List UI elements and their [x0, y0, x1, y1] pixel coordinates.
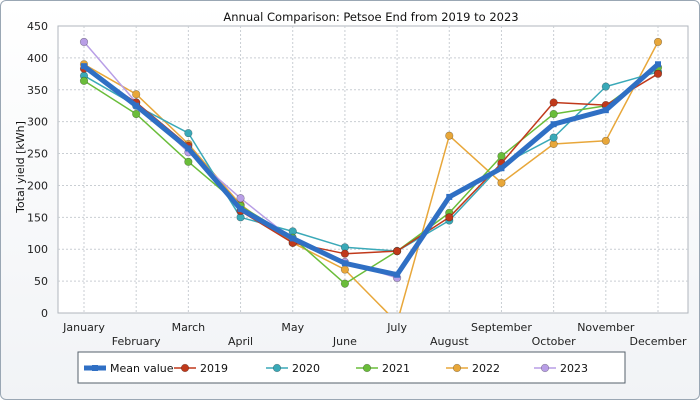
legend-marker — [452, 363, 462, 373]
x-tick-label: June — [332, 335, 357, 348]
data-point — [185, 145, 192, 152]
legend-label: 2023 — [560, 362, 588, 375]
legend-item: 2022 — [446, 362, 500, 375]
data-point — [497, 178, 506, 187]
data-point — [550, 121, 557, 128]
series-line — [82, 62, 660, 278]
data-point — [497, 152, 506, 161]
data-point — [340, 249, 350, 258]
chart-title: Annual Comparison: Petsoe End from 2019 … — [223, 10, 518, 24]
series-layer — [79, 37, 663, 313]
y-tick-label: 150 — [27, 211, 48, 224]
legend-item: Mean value — [84, 362, 174, 375]
data-point — [236, 194, 245, 203]
data-point — [132, 109, 141, 119]
data-point — [184, 157, 193, 166]
data-point — [445, 213, 454, 222]
data-point — [601, 82, 610, 91]
y-tick-label: 350 — [27, 84, 48, 97]
series-mean-value — [81, 61, 661, 278]
data-point — [132, 90, 141, 99]
data-point — [237, 206, 244, 213]
series-line — [83, 71, 659, 252]
x-tick-label: September — [471, 321, 532, 334]
x-tick-label: July — [386, 321, 407, 334]
plot-area — [57, 25, 689, 314]
data-point — [289, 235, 296, 242]
y-tick-label: 50 — [34, 275, 48, 288]
data-point — [498, 165, 505, 172]
data-point — [341, 260, 348, 267]
data-point — [653, 37, 663, 47]
grid-lines — [58, 26, 688, 313]
series-line — [83, 41, 659, 313]
data-point — [655, 61, 661, 68]
x-tick-label: October — [532, 335, 576, 348]
x-tick-label: March — [172, 321, 206, 334]
y-tick-label: 100 — [27, 243, 48, 256]
data-point — [340, 279, 350, 288]
y-tick-label: 200 — [27, 179, 48, 192]
legend-label: 2021 — [382, 362, 410, 375]
y-tick-label: 300 — [27, 116, 48, 129]
legend: Mean value 2019 2020 2021 2022 2023 — [77, 351, 626, 384]
data-point — [394, 271, 401, 278]
x-tick-label: January — [62, 321, 105, 334]
x-tick-label: April — [228, 335, 253, 348]
x-tick-label: May — [281, 321, 304, 334]
legend-label: 2019 — [200, 362, 228, 375]
data-point — [184, 129, 193, 138]
data-point — [602, 107, 609, 114]
data-point — [653, 69, 663, 78]
y-tick-labels: 0 50 100 150 200 250 300 350 400 450 — [27, 20, 48, 320]
data-point — [79, 37, 89, 47]
legend-box — [77, 351, 626, 384]
x-tick-label: November — [577, 321, 635, 334]
y-tick-label: 450 — [27, 20, 48, 33]
legend-item: 2023 — [534, 362, 588, 375]
x-tick-label: February — [112, 335, 161, 348]
data-point — [392, 247, 402, 256]
data-point — [549, 98, 558, 107]
y-axis-label: Total yield [kWh] — [14, 121, 27, 214]
legend-item: 2021 — [356, 362, 410, 375]
legend-label: 2022 — [472, 362, 500, 375]
legend-marker — [180, 363, 190, 373]
data-point — [549, 109, 558, 119]
legend-item: 2019 — [174, 362, 228, 375]
y-tick-label: 0 — [41, 307, 48, 320]
legend-label: 2020 — [292, 362, 320, 375]
legend-marker — [272, 363, 282, 373]
legend-marker — [92, 365, 98, 371]
data-point — [446, 193, 453, 200]
x-tick-label: August — [430, 335, 469, 348]
x-tick-label: December — [629, 335, 687, 348]
legend-item: 2020 — [266, 362, 320, 375]
data-point — [445, 131, 454, 140]
data-point — [549, 133, 558, 142]
x-tick-labels: January February March April May June July Augu… — [62, 321, 687, 348]
data-point — [133, 102, 140, 109]
y-tick-label: 250 — [27, 148, 48, 161]
y-tick-label: 400 — [27, 52, 48, 65]
legend-label: Mean value — [110, 362, 174, 375]
data-point — [340, 265, 350, 274]
legend-marker — [362, 363, 372, 373]
data-point — [81, 63, 87, 70]
data-point — [601, 136, 610, 145]
data-point — [79, 76, 89, 85]
legend-marker — [540, 363, 550, 373]
